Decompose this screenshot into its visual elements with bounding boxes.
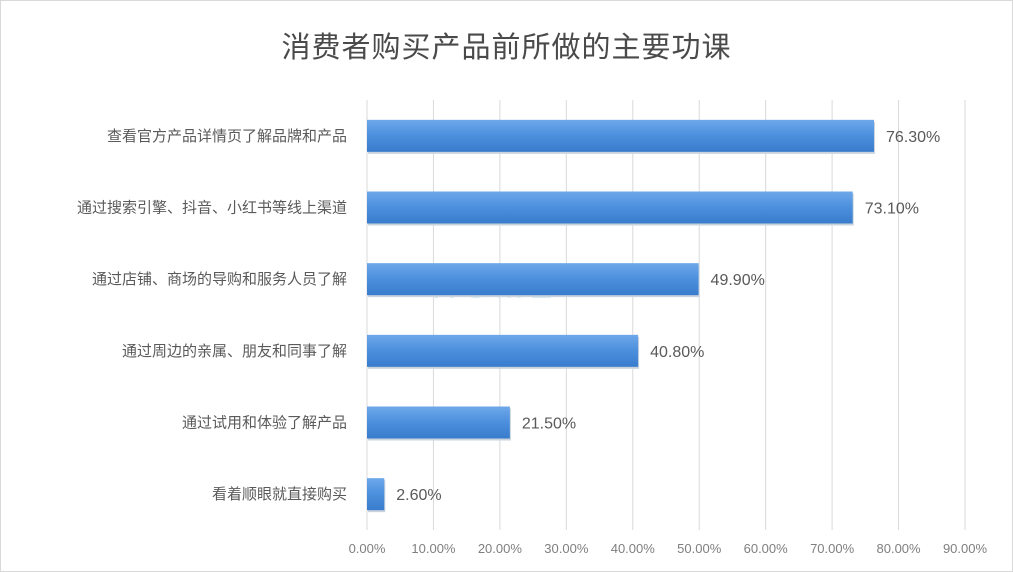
- category-label: 通过试用和体验了解产品: [182, 414, 347, 432]
- bar: [367, 263, 699, 296]
- x-tick-label: 80.00%: [877, 541, 922, 556]
- x-tick-label: 10.00%: [411, 541, 456, 556]
- data-label: 73.10%: [865, 201, 919, 218]
- data-label: 49.90%: [711, 272, 765, 289]
- bar: [367, 334, 639, 367]
- x-tick-label: 40.00%: [611, 541, 656, 556]
- category-label: 看着顺眼就直接购买: [212, 485, 347, 503]
- x-tick-label: 50.00%: [677, 541, 722, 556]
- x-tick-label: 90.00%: [943, 541, 988, 556]
- x-tick-label: 70.00%: [810, 541, 855, 556]
- x-tick-label: 20.00%: [478, 541, 523, 556]
- bar: [367, 406, 510, 439]
- data-label: 2.60%: [396, 487, 441, 504]
- category-label: 查看官方产品详情页了解品牌和产品: [107, 127, 347, 145]
- bar: [367, 478, 385, 511]
- x-tick-label: 0.00%: [349, 541, 386, 556]
- bar: [367, 119, 874, 152]
- category-label: 通过周边的亲属、朋友和同事了解: [122, 342, 347, 360]
- data-label: 21.50%: [522, 416, 576, 433]
- data-label: 76.30%: [886, 129, 940, 146]
- category-label: 通过店铺、商场的导购和服务人员了解: [92, 270, 347, 288]
- data-label: 40.80%: [650, 344, 704, 361]
- x-tick-label: 30.00%: [544, 541, 589, 556]
- bar: [367, 191, 853, 224]
- category-label: 通过搜索引擎、抖音、小红书等线上渠道: [77, 199, 347, 217]
- x-tick-label: 60.00%: [744, 541, 789, 556]
- chart-title: 消费者购买产品前所做的主要功课: [281, 30, 732, 64]
